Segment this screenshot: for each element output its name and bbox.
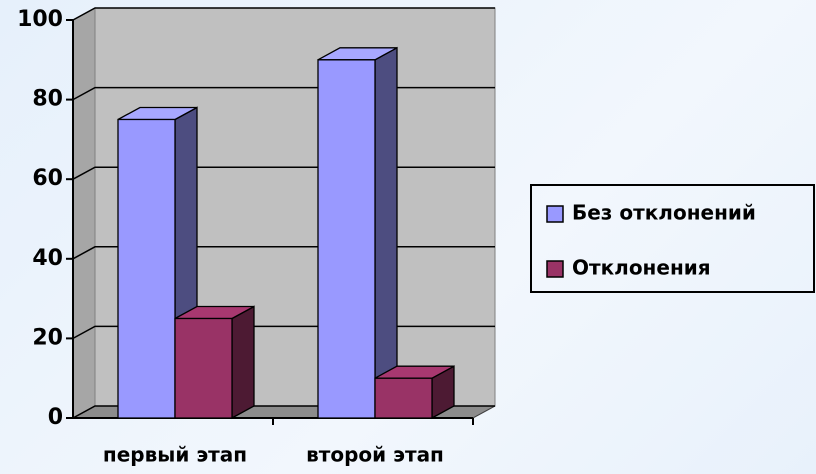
y-tick-label: 20 bbox=[32, 325, 63, 350]
bar bbox=[174, 305, 255, 420]
y-tick-label: 80 bbox=[32, 87, 63, 112]
y-tick-label: 0 bbox=[48, 405, 63, 430]
legend-swatch bbox=[546, 205, 564, 223]
x-tick-label: второй этап bbox=[306, 443, 444, 467]
bar-side bbox=[231, 305, 255, 420]
bar-side bbox=[374, 46, 398, 420]
x-tick-label: первый этап bbox=[103, 443, 247, 467]
y-tick-label: 40 bbox=[32, 246, 63, 271]
legend-label: Отклонения bbox=[572, 256, 711, 280]
legend-swatch bbox=[546, 260, 564, 278]
bar-front bbox=[317, 59, 376, 419]
grid-line bbox=[72, 7, 495, 21]
side-wall bbox=[72, 7, 96, 419]
legend-label: Без отклонений bbox=[572, 201, 756, 225]
legend-box bbox=[530, 184, 815, 293]
bar bbox=[374, 365, 455, 420]
bar-front bbox=[117, 118, 176, 419]
y-tick-label: 60 bbox=[32, 166, 63, 191]
bar bbox=[317, 46, 398, 420]
bar-front bbox=[174, 317, 233, 419]
y-tick-label: 100 bbox=[17, 7, 63, 32]
bar-front bbox=[374, 377, 433, 419]
